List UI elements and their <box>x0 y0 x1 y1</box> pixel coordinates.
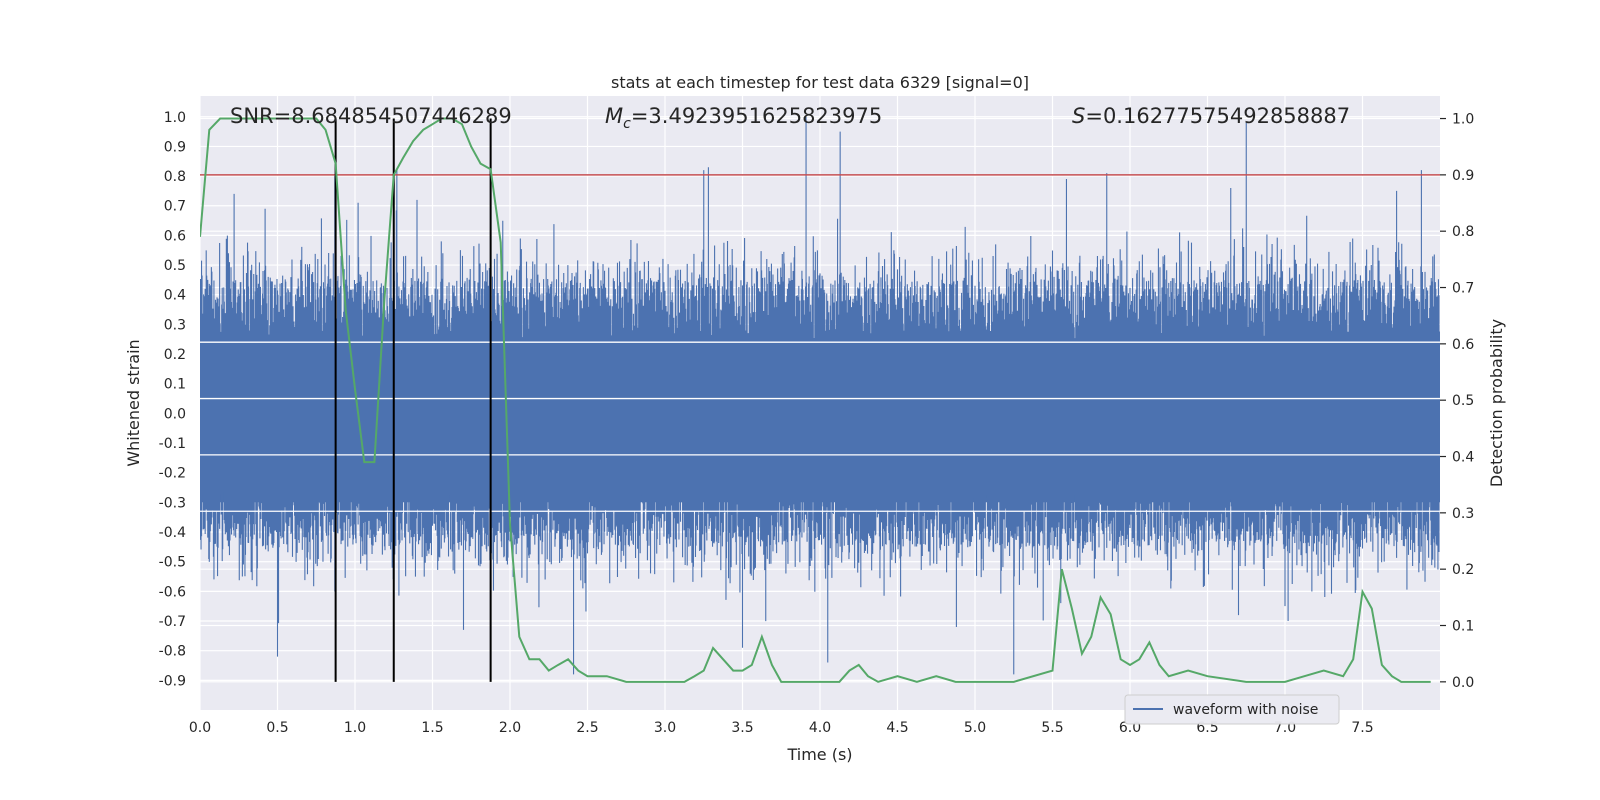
y-tick-label: 0.3 <box>164 317 186 333</box>
legend-label: waveform with noise <box>1173 702 1318 718</box>
y-tick-label: -0.9 <box>159 673 186 689</box>
x-tick-label: 4.5 <box>886 720 908 736</box>
y-right-tick-label: 0.1 <box>1452 619 1474 635</box>
y-tick-label: 0.9 <box>164 139 186 155</box>
y-axis-right-ticks: 1.0 0.9 0.8 0.7 0.6 0.5 0.4 0.3 0.2 0.1 0.0 <box>1440 112 1474 691</box>
y-tick-label: -0.4 <box>159 525 186 541</box>
y-axis-right-label: Detection probability <box>1487 319 1506 487</box>
y-tick-label: 1.0 <box>164 110 186 126</box>
y-right-tick-label: 1.0 <box>1452 112 1474 128</box>
x-tick-label: 0.0 <box>189 720 211 736</box>
y-tick-label: -0.1 <box>159 436 186 452</box>
x-tick-label: 3.0 <box>654 720 676 736</box>
y-tick-label: 0.0 <box>164 406 186 422</box>
x-tick-label: 5.5 <box>1041 720 1063 736</box>
y-right-tick-label: 0.3 <box>1452 506 1474 522</box>
chirp-mass-symbol: M <box>605 104 623 128</box>
y-right-tick-label: 0.2 <box>1452 562 1474 578</box>
x-tick-label: 5.0 <box>964 720 986 736</box>
y-tick-label: 0.5 <box>164 258 186 274</box>
x-tick-label: 0.5 <box>266 720 288 736</box>
y-right-tick-label: 0.4 <box>1452 450 1474 466</box>
chirp-mass-annotation: Mc=3.4923951625823975 <box>605 104 882 132</box>
y-tick-label: 0.4 <box>164 288 186 304</box>
chirp-mass-subscript: c <box>623 116 631 132</box>
y-tick-label: 0.2 <box>164 347 186 363</box>
y-axis-left-ticks: 1.0 0.9 0.8 0.7 0.6 0.5 0.4 0.3 0.2 0.1 0.0 -0.1 -0.… <box>159 110 186 690</box>
y-tick-label: 0.1 <box>164 377 186 393</box>
y-tick-label: 0.7 <box>164 199 186 215</box>
chart-title: stats at each timestep for test data 632… <box>611 73 1029 92</box>
y-right-tick-label: 0.7 <box>1452 281 1474 297</box>
y-tick-label: -0.7 <box>159 614 186 630</box>
s-annotation: S=0.16277575492858887 <box>1072 104 1350 128</box>
y-tick-label: -0.6 <box>159 584 186 600</box>
y-tick-label: -0.3 <box>159 495 186 511</box>
y-right-tick-label: 0.0 <box>1452 675 1474 691</box>
x-tick-label: 2.5 <box>576 720 598 736</box>
s-symbol: S <box>1072 104 1085 128</box>
plot-content <box>200 116 1440 683</box>
x-tick-label: 3.5 <box>731 720 753 736</box>
x-tick-label: 1.0 <box>344 720 366 736</box>
y-tick-label: -0.8 <box>159 644 186 660</box>
y-right-tick-label: 0.6 <box>1452 337 1474 353</box>
s-value: =0.16277575492858887 <box>1085 104 1350 128</box>
x-tick-label: 2.0 <box>499 720 521 736</box>
y-right-tick-label: 0.5 <box>1452 393 1474 409</box>
y-axis-label: Whitened strain <box>124 339 143 466</box>
y-tick-label: 0.6 <box>164 228 186 244</box>
y-tick-label: -0.2 <box>159 466 186 482</box>
y-tick-label: -0.5 <box>159 555 186 571</box>
y-right-tick-label: 0.9 <box>1452 168 1474 184</box>
vertical-marker-lines <box>334 118 492 682</box>
waveform-series <box>200 116 1440 675</box>
legend: waveform with noise <box>1124 694 1340 725</box>
y-right-tick-label: 0.8 <box>1452 224 1474 240</box>
detection-probability-line <box>200 117 1431 683</box>
x-tick-label: 1.5 <box>421 720 443 736</box>
chirp-mass-value: =3.4923951625823975 <box>631 104 882 128</box>
snr-annotation: SNR=8.684854507446289 <box>230 104 512 128</box>
legend-box <box>1124 694 1340 725</box>
x-axis-label: Time (s) <box>786 745 852 764</box>
y-tick-label: 0.8 <box>164 169 186 185</box>
x-tick-label: 7.5 <box>1351 720 1373 736</box>
x-tick-label: 4.0 <box>809 720 831 736</box>
